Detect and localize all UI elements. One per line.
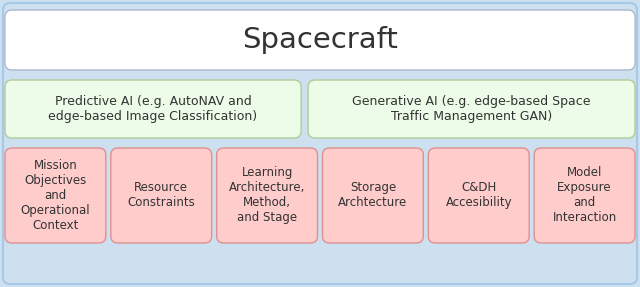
FancyBboxPatch shape — [5, 10, 635, 70]
Text: Mission
Objectives
and
Operational
Context: Mission Objectives and Operational Conte… — [20, 159, 90, 232]
Text: Model
Exposure
and
Interaction: Model Exposure and Interaction — [552, 166, 617, 224]
Text: Learning
Architecture,
Method,
and Stage: Learning Architecture, Method, and Stage — [229, 166, 305, 224]
FancyBboxPatch shape — [308, 80, 635, 138]
FancyBboxPatch shape — [111, 148, 212, 243]
FancyBboxPatch shape — [5, 148, 106, 243]
FancyBboxPatch shape — [217, 148, 317, 243]
Text: Spacecraft: Spacecraft — [242, 26, 398, 54]
FancyBboxPatch shape — [323, 148, 423, 243]
Text: C&DH
Accesibility: C&DH Accesibility — [445, 181, 512, 210]
Text: Predictive AI (e.g. AutoNAV and
edge-based Image Classification): Predictive AI (e.g. AutoNAV and edge-bas… — [49, 95, 258, 123]
FancyBboxPatch shape — [3, 3, 637, 284]
Text: Resource
Constraints: Resource Constraints — [127, 181, 195, 210]
FancyBboxPatch shape — [5, 80, 301, 138]
FancyBboxPatch shape — [534, 148, 635, 243]
Text: Storage
Archtecture: Storage Archtecture — [339, 181, 408, 210]
Text: Generative AI (e.g. edge-based Space
Traffic Management GAN): Generative AI (e.g. edge-based Space Tra… — [352, 95, 591, 123]
FancyBboxPatch shape — [428, 148, 529, 243]
